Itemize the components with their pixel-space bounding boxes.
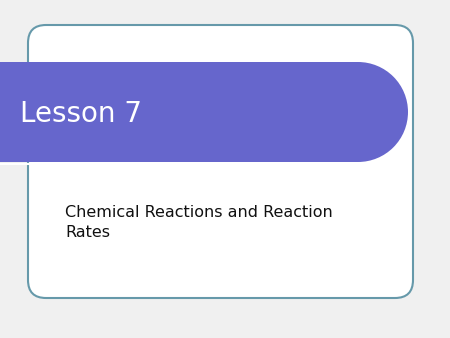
FancyBboxPatch shape — [28, 25, 413, 298]
Circle shape — [308, 62, 408, 162]
Text: Chemical Reactions and Reaction: Chemical Reactions and Reaction — [65, 205, 333, 220]
Text: Rates: Rates — [65, 225, 110, 240]
Text: Lesson 7: Lesson 7 — [20, 100, 142, 128]
Bar — [0, 62, 358, 162]
